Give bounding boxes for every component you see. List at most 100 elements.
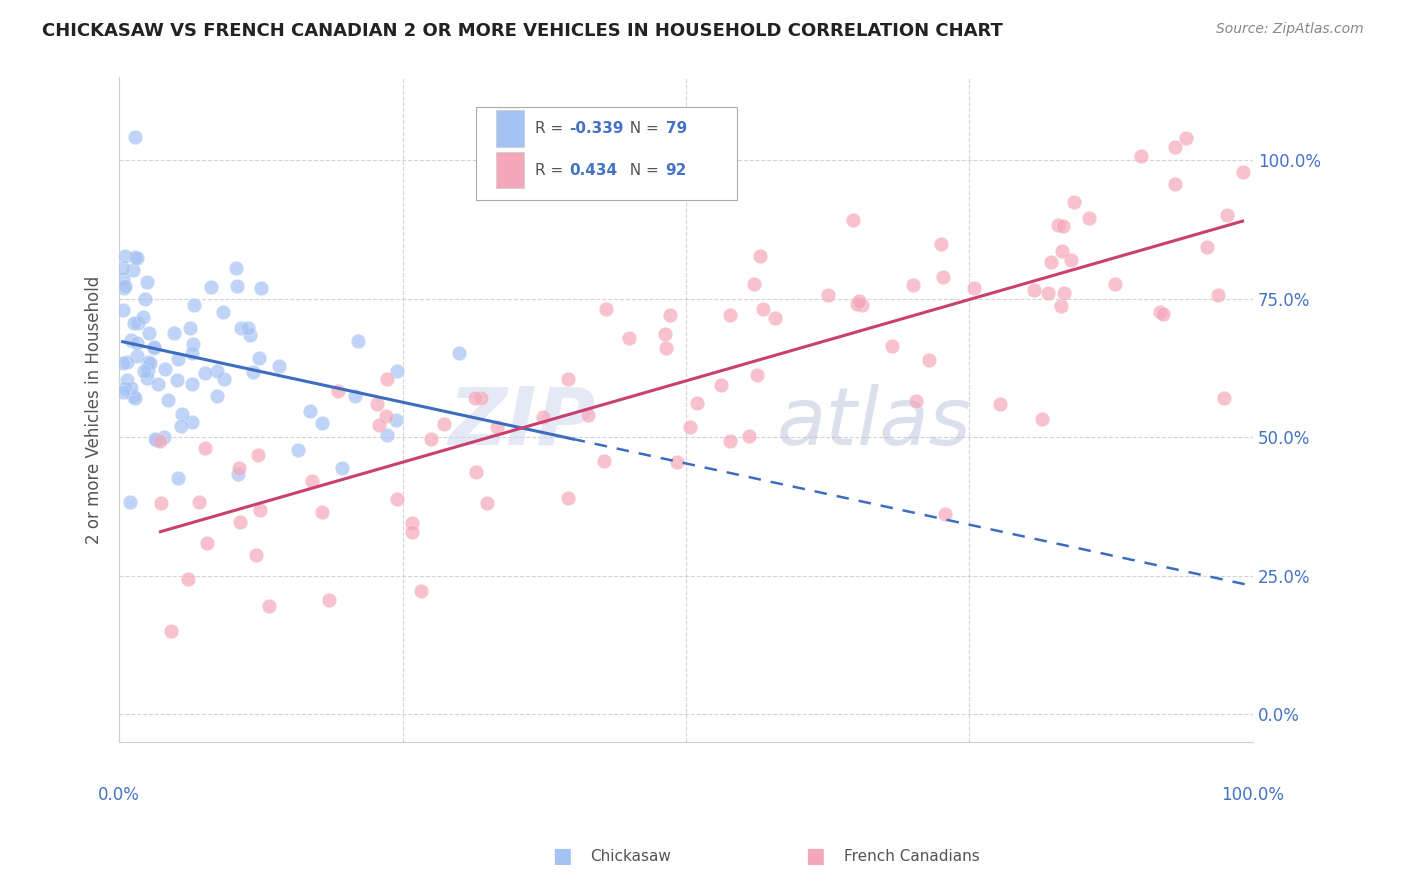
Point xyxy=(420,432,443,446)
Point xyxy=(287,443,309,458)
Point xyxy=(851,298,873,312)
Point xyxy=(905,393,928,408)
Point xyxy=(125,335,148,350)
Point xyxy=(111,272,134,286)
Point xyxy=(763,311,786,326)
Point xyxy=(124,250,146,264)
Point xyxy=(401,516,423,530)
Text: French Canadians: French Canadians xyxy=(844,849,980,863)
Point xyxy=(934,507,956,521)
Point xyxy=(247,351,270,365)
Point xyxy=(250,281,273,295)
Point xyxy=(149,496,172,510)
Point xyxy=(752,301,775,316)
Point xyxy=(155,362,177,376)
Point xyxy=(595,301,617,316)
Point xyxy=(170,407,193,421)
Point xyxy=(385,492,408,507)
Point xyxy=(1152,307,1174,321)
Point xyxy=(666,455,689,469)
Point xyxy=(1039,254,1062,268)
Point xyxy=(143,342,166,356)
Point xyxy=(718,308,741,322)
Point xyxy=(747,368,769,382)
Point xyxy=(226,467,249,482)
Point xyxy=(1063,195,1085,210)
Point xyxy=(617,331,640,345)
Point xyxy=(848,294,870,309)
Point xyxy=(449,346,471,360)
Point xyxy=(411,583,433,598)
Point xyxy=(387,364,409,378)
FancyBboxPatch shape xyxy=(477,107,737,201)
Point xyxy=(1232,165,1254,179)
Point xyxy=(1036,285,1059,300)
Point xyxy=(242,365,264,379)
Point xyxy=(557,372,579,386)
Point xyxy=(121,389,143,403)
Point xyxy=(901,278,924,293)
Point xyxy=(149,434,172,448)
Point xyxy=(134,364,156,378)
Point xyxy=(205,364,228,378)
Point xyxy=(655,342,678,356)
Text: ■: ■ xyxy=(806,847,825,866)
Point xyxy=(212,372,235,386)
Point xyxy=(742,277,765,292)
Text: 0.0%: 0.0% xyxy=(98,786,141,805)
FancyBboxPatch shape xyxy=(496,111,524,147)
Point xyxy=(326,384,349,398)
Point xyxy=(229,516,252,530)
Point xyxy=(115,373,138,387)
Point xyxy=(136,363,159,377)
Text: 79: 79 xyxy=(665,121,688,136)
FancyBboxPatch shape xyxy=(496,152,524,188)
Point xyxy=(138,326,160,341)
Point xyxy=(485,420,508,434)
Point xyxy=(685,396,707,410)
Point xyxy=(301,475,323,489)
Point xyxy=(124,392,146,406)
Text: ■: ■ xyxy=(553,847,572,866)
Y-axis label: 2 or more Vehicles in Household: 2 or more Vehicles in Household xyxy=(86,276,103,544)
Point xyxy=(114,381,136,395)
Point xyxy=(470,392,492,406)
Point xyxy=(166,471,188,485)
Text: 0.434: 0.434 xyxy=(569,162,617,178)
Point xyxy=(1216,208,1239,222)
Text: -0.339: -0.339 xyxy=(569,121,624,136)
Text: R =: R = xyxy=(536,121,568,136)
Point xyxy=(375,428,398,442)
Point xyxy=(710,378,733,392)
Point xyxy=(477,496,499,510)
Text: CHICKASAW VS FRENCH CANADIAN 2 OR MORE VEHICLES IN HOUSEHOLD CORRELATION CHART: CHICKASAW VS FRENCH CANADIAN 2 OR MORE V… xyxy=(42,22,1002,40)
Point xyxy=(124,130,146,145)
Point xyxy=(170,418,193,433)
Point xyxy=(249,503,271,517)
Text: R =: R = xyxy=(536,162,568,178)
Point xyxy=(136,355,159,369)
Point xyxy=(228,461,250,475)
Text: atlas: atlas xyxy=(776,384,972,462)
Point xyxy=(194,442,217,456)
Point xyxy=(112,261,135,276)
Point xyxy=(145,434,167,448)
Point xyxy=(179,321,201,335)
Point xyxy=(1060,253,1083,268)
Point xyxy=(183,336,205,351)
Point xyxy=(205,389,228,403)
Point xyxy=(1052,219,1074,234)
Point xyxy=(718,434,741,448)
Point xyxy=(111,385,134,400)
Point xyxy=(344,389,367,403)
Point xyxy=(1046,218,1069,232)
Point xyxy=(236,321,259,335)
Point xyxy=(1053,285,1076,300)
Point xyxy=(148,377,170,392)
Point xyxy=(738,429,761,443)
Point xyxy=(112,281,135,295)
Point xyxy=(1050,299,1073,313)
Point xyxy=(145,433,167,447)
Point xyxy=(375,409,398,423)
Point xyxy=(132,310,155,324)
